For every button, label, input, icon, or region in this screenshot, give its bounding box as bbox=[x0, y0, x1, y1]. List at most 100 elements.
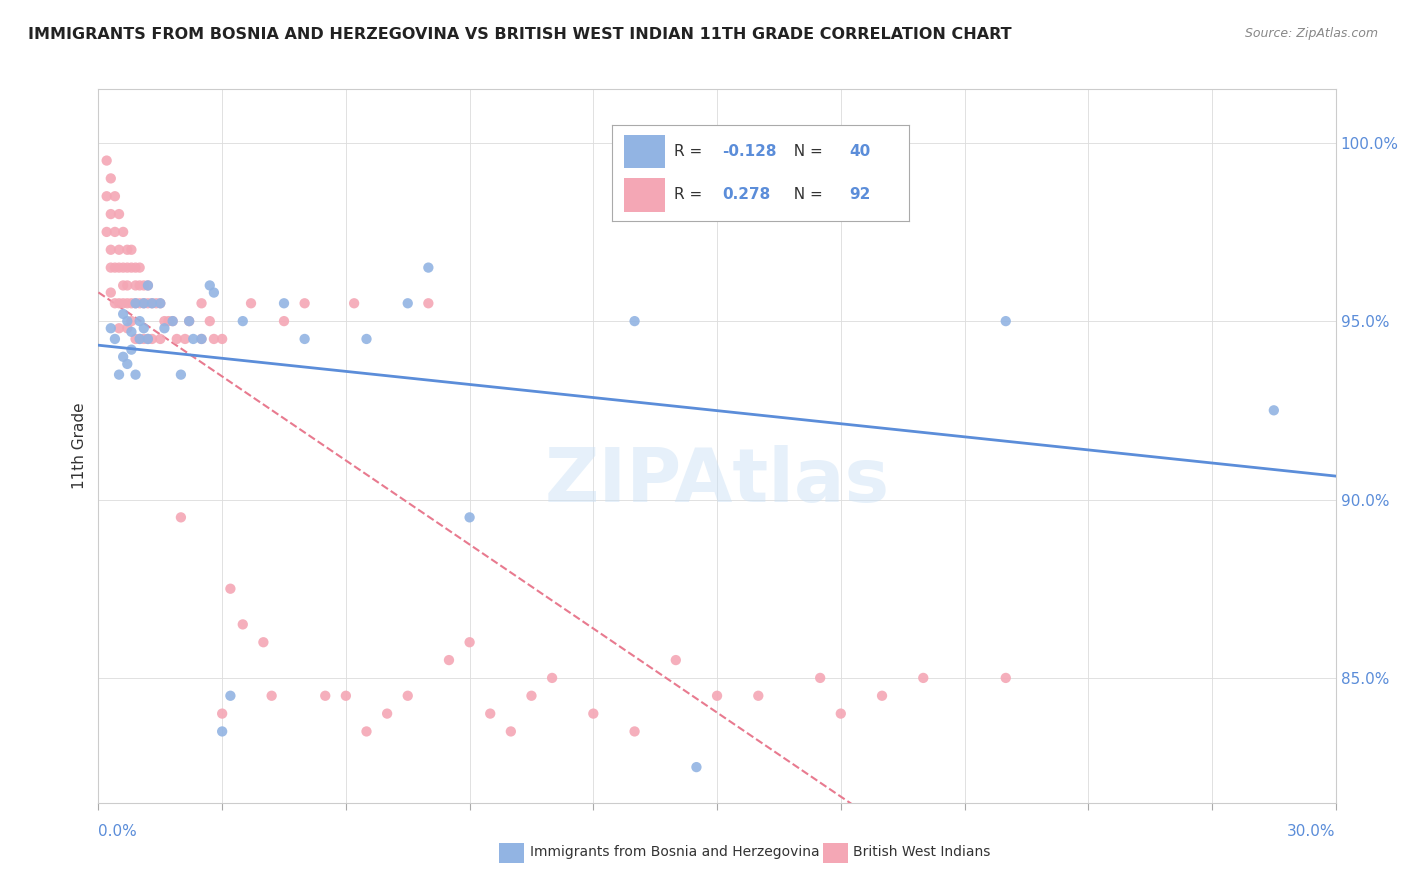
Point bbox=[181, 332, 204, 346]
Point bbox=[136, 332, 159, 346]
Point bbox=[747, 689, 769, 703]
Point bbox=[343, 296, 366, 310]
Point bbox=[541, 671, 564, 685]
Point bbox=[136, 296, 159, 310]
Point bbox=[260, 689, 283, 703]
Point bbox=[157, 314, 180, 328]
Point bbox=[108, 243, 131, 257]
Point bbox=[124, 368, 146, 382]
Point bbox=[100, 285, 122, 300]
Text: N =: N = bbox=[785, 144, 828, 159]
Point bbox=[294, 332, 316, 346]
Point bbox=[356, 332, 378, 346]
Point bbox=[458, 635, 481, 649]
Point bbox=[132, 296, 155, 310]
Point bbox=[273, 296, 295, 310]
Point bbox=[128, 332, 150, 346]
Text: 30.0%: 30.0% bbox=[1288, 824, 1336, 839]
Point bbox=[128, 332, 150, 346]
Point bbox=[170, 510, 193, 524]
Point bbox=[108, 321, 131, 335]
Point bbox=[104, 296, 127, 310]
Point bbox=[153, 321, 176, 335]
Text: British West Indians: British West Indians bbox=[853, 845, 991, 859]
Point bbox=[198, 278, 221, 293]
Text: Immigrants from Bosnia and Herzegovina: Immigrants from Bosnia and Herzegovina bbox=[530, 845, 820, 859]
Point bbox=[112, 350, 135, 364]
Point bbox=[124, 260, 146, 275]
Point bbox=[117, 243, 139, 257]
Point bbox=[132, 278, 155, 293]
Point bbox=[132, 321, 155, 335]
Point bbox=[375, 706, 398, 721]
Point bbox=[117, 278, 139, 293]
Bar bbox=[624, 178, 665, 211]
Point bbox=[120, 243, 142, 257]
Point bbox=[166, 332, 188, 346]
Point bbox=[232, 314, 254, 328]
Point bbox=[108, 260, 131, 275]
Point bbox=[112, 260, 135, 275]
Point bbox=[252, 635, 274, 649]
Point bbox=[520, 689, 543, 703]
Point bbox=[124, 296, 146, 310]
Point bbox=[994, 671, 1017, 685]
Point bbox=[211, 724, 233, 739]
Point bbox=[153, 314, 176, 328]
Point bbox=[219, 689, 242, 703]
Point bbox=[100, 207, 122, 221]
Point bbox=[162, 314, 184, 328]
Point bbox=[117, 260, 139, 275]
Point bbox=[149, 332, 172, 346]
Point bbox=[96, 189, 118, 203]
Point bbox=[219, 582, 242, 596]
Point bbox=[136, 278, 159, 293]
Point bbox=[104, 332, 127, 346]
Point bbox=[202, 332, 225, 346]
Point bbox=[128, 314, 150, 328]
Point bbox=[458, 510, 481, 524]
Text: 92: 92 bbox=[849, 187, 870, 202]
Point bbox=[132, 296, 155, 310]
Point bbox=[870, 689, 893, 703]
Bar bbox=[624, 135, 665, 169]
Point bbox=[418, 260, 440, 275]
Point bbox=[190, 296, 212, 310]
Point bbox=[211, 332, 233, 346]
Point bbox=[162, 314, 184, 328]
Point bbox=[120, 314, 142, 328]
Text: R =: R = bbox=[675, 187, 707, 202]
Point bbox=[104, 225, 127, 239]
Point bbox=[623, 314, 645, 328]
Point bbox=[141, 296, 163, 310]
Point bbox=[100, 171, 122, 186]
Point bbox=[437, 653, 460, 667]
Point bbox=[179, 314, 201, 328]
Point bbox=[240, 296, 263, 310]
Point bbox=[232, 617, 254, 632]
Point bbox=[356, 724, 378, 739]
Point bbox=[100, 243, 122, 257]
Point bbox=[117, 314, 139, 328]
Text: 40: 40 bbox=[849, 144, 870, 159]
Point bbox=[685, 760, 707, 774]
Text: 0.278: 0.278 bbox=[721, 187, 770, 202]
Point bbox=[117, 296, 139, 310]
Point bbox=[100, 321, 122, 335]
Text: -0.128: -0.128 bbox=[721, 144, 776, 159]
Point bbox=[104, 189, 127, 203]
Point bbox=[190, 332, 212, 346]
Point bbox=[136, 332, 159, 346]
Point bbox=[149, 296, 172, 310]
Point bbox=[108, 368, 131, 382]
Point bbox=[108, 296, 131, 310]
Point bbox=[132, 332, 155, 346]
Point bbox=[120, 296, 142, 310]
Point bbox=[170, 368, 193, 382]
Point bbox=[128, 278, 150, 293]
Point bbox=[128, 260, 150, 275]
Point bbox=[418, 296, 440, 310]
Point bbox=[145, 296, 167, 310]
Point bbox=[141, 332, 163, 346]
Point bbox=[141, 296, 163, 310]
